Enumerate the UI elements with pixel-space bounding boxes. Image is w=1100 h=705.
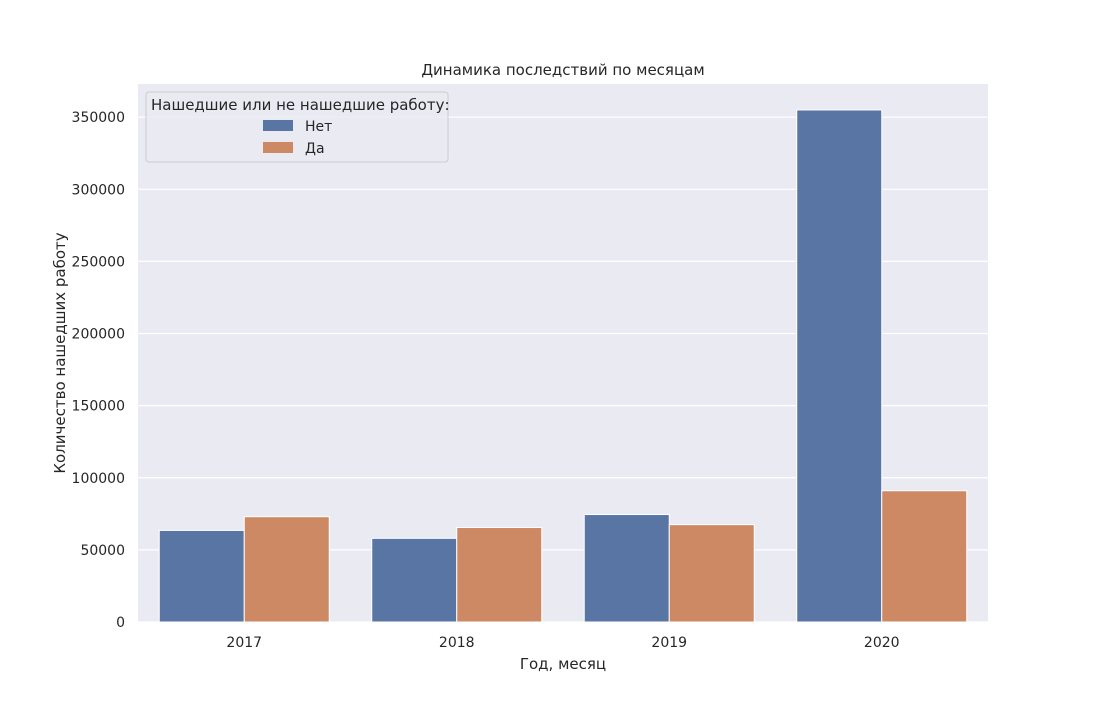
bar-2020-series-2 (881, 490, 968, 623)
bar-2019-series-1 (583, 514, 670, 623)
legend: Нашедшие или не нашедшие работу: Нет Да (145, 91, 450, 163)
x-tick-label: 2019 (651, 635, 687, 651)
bar-2020-series-1 (796, 109, 883, 623)
y-tick-label: 0 (116, 615, 125, 631)
x-axis-ticks: 2017 2018 2019 2020 (226, 635, 899, 651)
x-tick-label: 2017 (226, 635, 262, 651)
x-tick-label: 2018 (439, 635, 475, 651)
y-tick-label: 150000 (72, 399, 125, 415)
y-tick-label: 100000 (72, 471, 125, 487)
legend-swatch (263, 142, 293, 153)
y-tick-label: 350000 (72, 110, 125, 126)
y-axis-label: Количество нашедших работу (51, 232, 69, 473)
y-tick-label: 300000 (72, 182, 125, 198)
bar-2017-series-2 (243, 516, 330, 623)
bar-2018-series-1 (371, 537, 458, 623)
legend-title: Нашедшие или не нашедшие работу: (151, 96, 450, 114)
bars (158, 109, 968, 623)
legend-label: Да (305, 141, 325, 157)
y-tick-label: 50000 (80, 543, 125, 559)
legend-box (145, 91, 449, 163)
y-tick-label: 250000 (72, 254, 125, 270)
y-tick-label: 200000 (72, 327, 125, 343)
chart-title: Динамика последствий по месяцам (421, 61, 704, 79)
y-axis-ticks: 0 50000 100000 150000 200000 250000 300000 3500… (72, 110, 125, 631)
bar-2018-series-2 (456, 527, 543, 623)
legend-label: Нет (305, 119, 332, 135)
legend-items: Нет Да (263, 119, 332, 157)
x-tick-label: 2020 (864, 635, 900, 651)
x-axis-label: Год, месяц (520, 655, 606, 673)
bar-2019-series-2 (668, 524, 755, 623)
legend-swatch (263, 120, 293, 131)
bar-2017-series-1 (158, 529, 245, 623)
